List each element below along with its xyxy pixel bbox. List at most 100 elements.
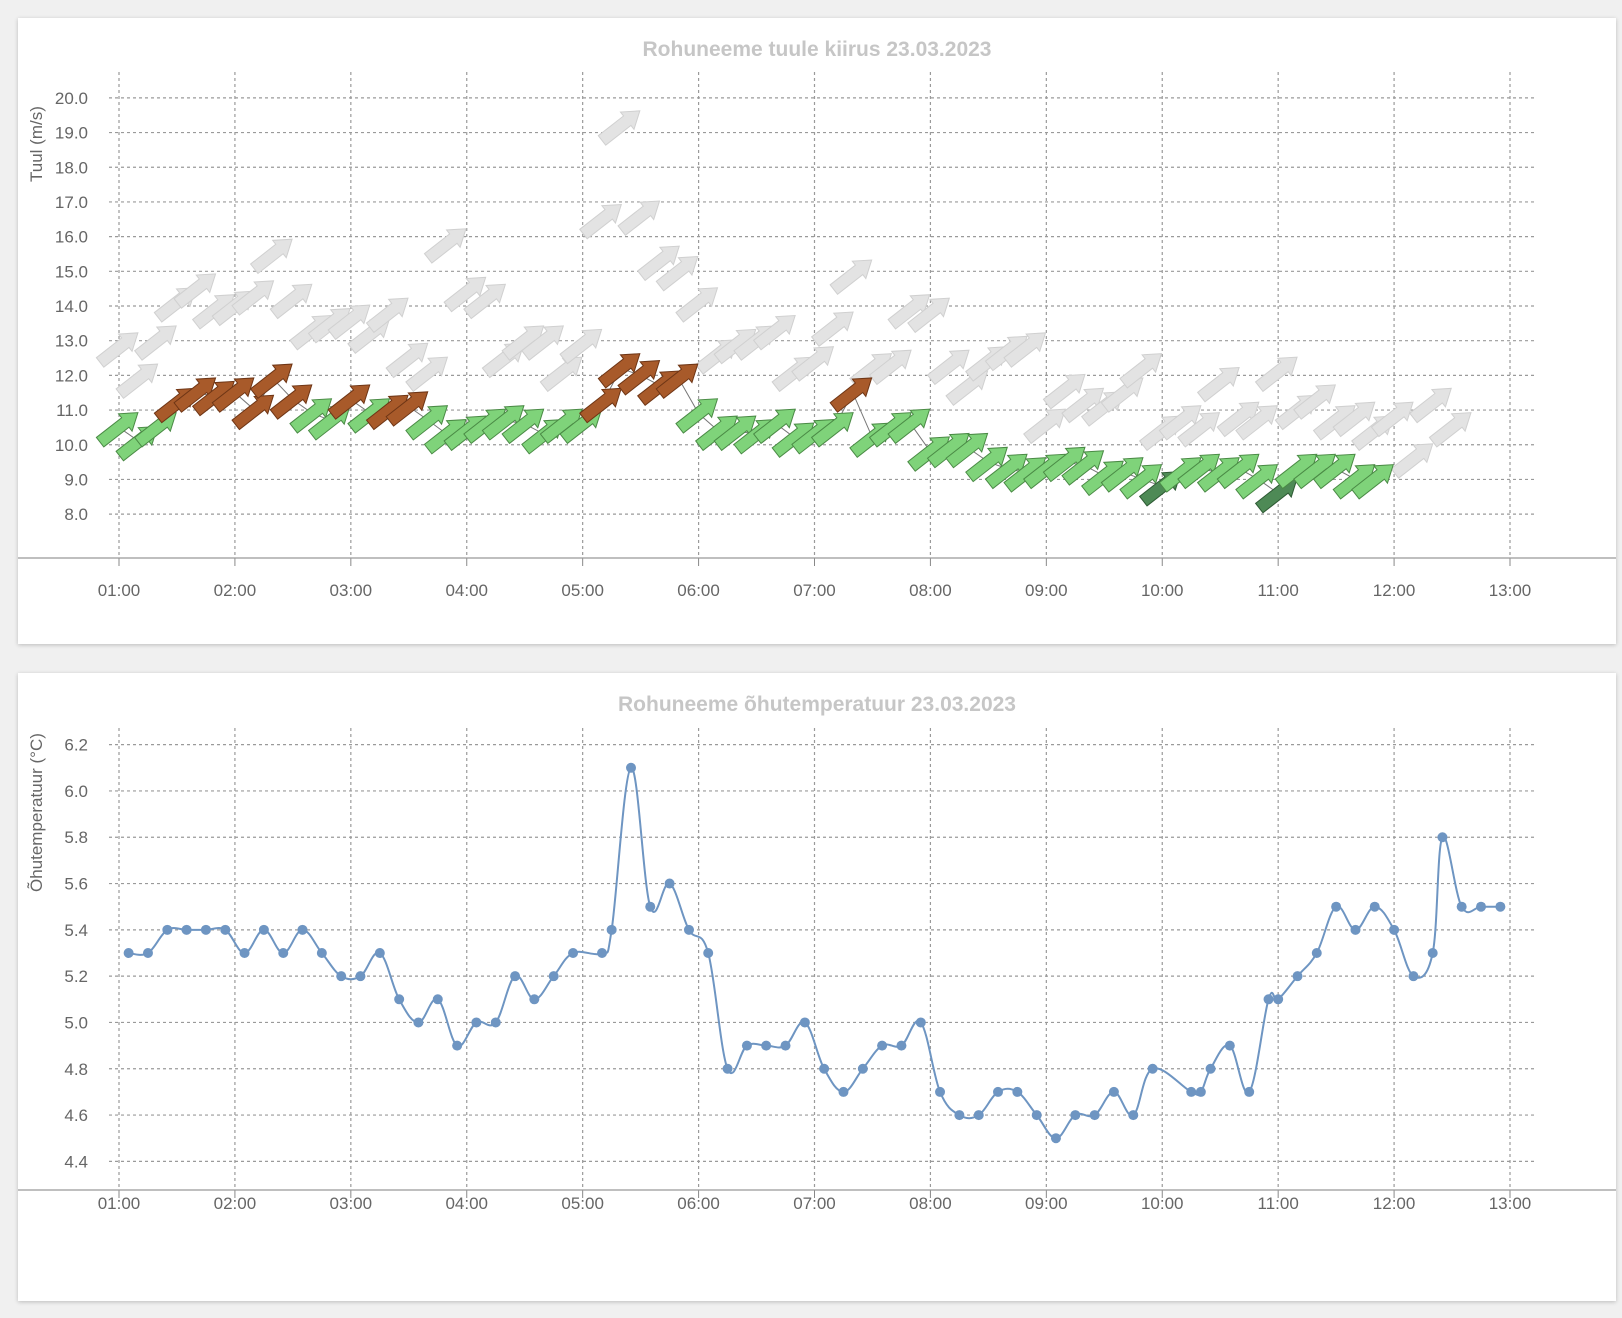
wind-gust-arrow <box>791 346 835 382</box>
wind-speed-arrow <box>675 398 719 434</box>
temperature-point <box>510 971 521 982</box>
wind-chart-title: Rohuneeme tuule kiirus 23.03.2023 <box>642 38 992 61</box>
temperature-point <box>896 1040 907 1051</box>
temperature-point <box>935 1086 946 1097</box>
temperature-point <box>123 948 134 958</box>
wind-speed-arrow <box>1216 453 1260 490</box>
wind-speed-arrow <box>984 453 1028 490</box>
temperature-point <box>1128 1110 1139 1121</box>
temperature-point <box>761 1040 772 1051</box>
wind-speed-arrow <box>1119 464 1163 500</box>
wind-gust-arrow <box>463 283 507 320</box>
wind-speed-arrow <box>887 408 931 445</box>
wind-gust-arrow <box>1390 443 1434 479</box>
wind-speed-arrow <box>597 353 641 389</box>
temperature-y-axis-label: Õhutemperatuur (°C) <box>27 733 46 892</box>
temperature-point <box>200 924 211 935</box>
wind-y-tick-label: 20.0 <box>55 89 88 108</box>
wind-speed-arrow <box>385 391 429 427</box>
wind-gust-arrow <box>269 283 313 320</box>
temperature-point <box>1224 1040 1235 1051</box>
temperature-point <box>297 924 308 935</box>
wind-speed-arrow <box>810 412 854 448</box>
temp-x-tick-label: 06:00 <box>677 1194 720 1213</box>
temp-grid <box>109 728 1536 1190</box>
temp-x-tick-label: 07:00 <box>793 1194 836 1213</box>
temperature-point <box>1389 924 1400 935</box>
wind-speed-arrow <box>501 408 545 445</box>
temperature-point <box>741 1040 752 1051</box>
temp-y-tick-label: 5.8 <box>64 828 88 847</box>
wind-gust-arrow <box>1370 401 1414 438</box>
temp-y-tick-label: 5.2 <box>64 967 88 986</box>
wind-speed-arrow <box>829 377 873 413</box>
temp-x-tick-label: 10:00 <box>1141 1194 1184 1213</box>
temperature-point <box>819 1063 830 1074</box>
wind-speed-series <box>95 353 1394 514</box>
wind-speed-arrow <box>539 408 583 445</box>
temperature-chart-svg: 4.4 4.6 4.8 5.0 5.2 5.4 5.6 5.8 6.0 6.2 01:00 02:00… <box>18 728 1616 1213</box>
temperature-point <box>490 1017 501 1028</box>
temperature-point <box>626 762 637 773</box>
temperature-point <box>1476 901 1487 912</box>
wind-speed-arrow <box>249 363 293 400</box>
temperature-point <box>1456 901 1467 912</box>
wind-speed-arrow <box>945 432 989 469</box>
wind-y-tick-label: 14.0 <box>55 297 88 316</box>
temperature-point <box>799 1017 810 1028</box>
temperature-point <box>1205 1063 1216 1074</box>
wind-gust-arrow <box>1158 405 1202 441</box>
wind-speed-arrow <box>327 384 371 420</box>
temp-y-tick-label: 5.4 <box>64 921 88 940</box>
wind-gust-arrow <box>423 228 467 264</box>
temperature-point <box>548 971 559 982</box>
temperature-point <box>336 971 347 982</box>
wind-speed-arrow <box>965 446 1008 483</box>
wind-gust-arrow <box>1254 356 1298 393</box>
temperature-chart-panel: 4.4 4.6 4.8 5.0 5.2 5.4 5.6 5.8 6.0 6.2 01:00 02:00… <box>18 673 1616 1301</box>
wind-speed-arrow <box>1100 457 1144 493</box>
temperature-point <box>992 1086 1003 1097</box>
wind-gust-arrow <box>752 314 796 351</box>
wind-speed-arrow <box>231 394 275 431</box>
wind-y-axis-label: Tuul (m/s) <box>27 106 46 182</box>
wind-y-tick-label: 9.0 <box>64 470 88 489</box>
temperature-point <box>703 948 714 958</box>
wind-gust-arrow <box>1061 387 1105 424</box>
temperature-point <box>857 1063 868 1074</box>
wind-gust-arrow <box>1119 353 1163 389</box>
temperature-point <box>142 948 153 958</box>
temperature-point <box>1311 948 1322 958</box>
wind-gust-arrow <box>559 328 603 365</box>
wind-gust-arrow <box>617 200 661 237</box>
wind-x-tick-label: 06:00 <box>677 581 720 600</box>
wind-x-tick-label: 01:00 <box>98 581 141 600</box>
wind-speed-arrow <box>655 363 699 400</box>
temperature-point <box>1244 1086 1255 1097</box>
temperature-point <box>1427 948 1438 958</box>
wind-x-tick-label: 04:00 <box>445 581 488 600</box>
temperature-point <box>316 948 327 958</box>
temperature-point <box>606 924 617 935</box>
temperature-point <box>1186 1086 1197 1097</box>
wind-x-tick-label: 02:00 <box>214 581 257 600</box>
temperature-point <box>645 901 656 912</box>
wind-speed-arrow <box>579 387 622 424</box>
temperature-point <box>1108 1086 1119 1097</box>
temp-x-tick-label: 03:00 <box>330 1194 373 1213</box>
wind-chart-svg: 8.0 9.0 10.0 11.0 12.0 13.0 14.0 15.0 16.0 17.0 18… <box>18 72 1616 600</box>
temp-x-tick-label: 08:00 <box>909 1194 952 1213</box>
wind-gust-arrow <box>1235 405 1279 441</box>
temp-x-tick-label: 13:00 <box>1489 1194 1532 1213</box>
wind-gust-arrow <box>655 255 699 292</box>
wind-speed-arrow <box>269 384 313 420</box>
temperature-point <box>973 1110 984 1121</box>
wind-gust-arrow <box>829 259 873 295</box>
temp-y-tick-label: 4.6 <box>64 1106 88 1125</box>
wind-gust-arrow <box>443 276 487 313</box>
wind-gust-arrow <box>115 363 159 400</box>
wind-speed-arrow <box>95 412 139 448</box>
temp-y-tick-label: 5.6 <box>64 875 88 894</box>
temperature-point <box>278 948 289 958</box>
temperature-point <box>1195 1086 1206 1097</box>
